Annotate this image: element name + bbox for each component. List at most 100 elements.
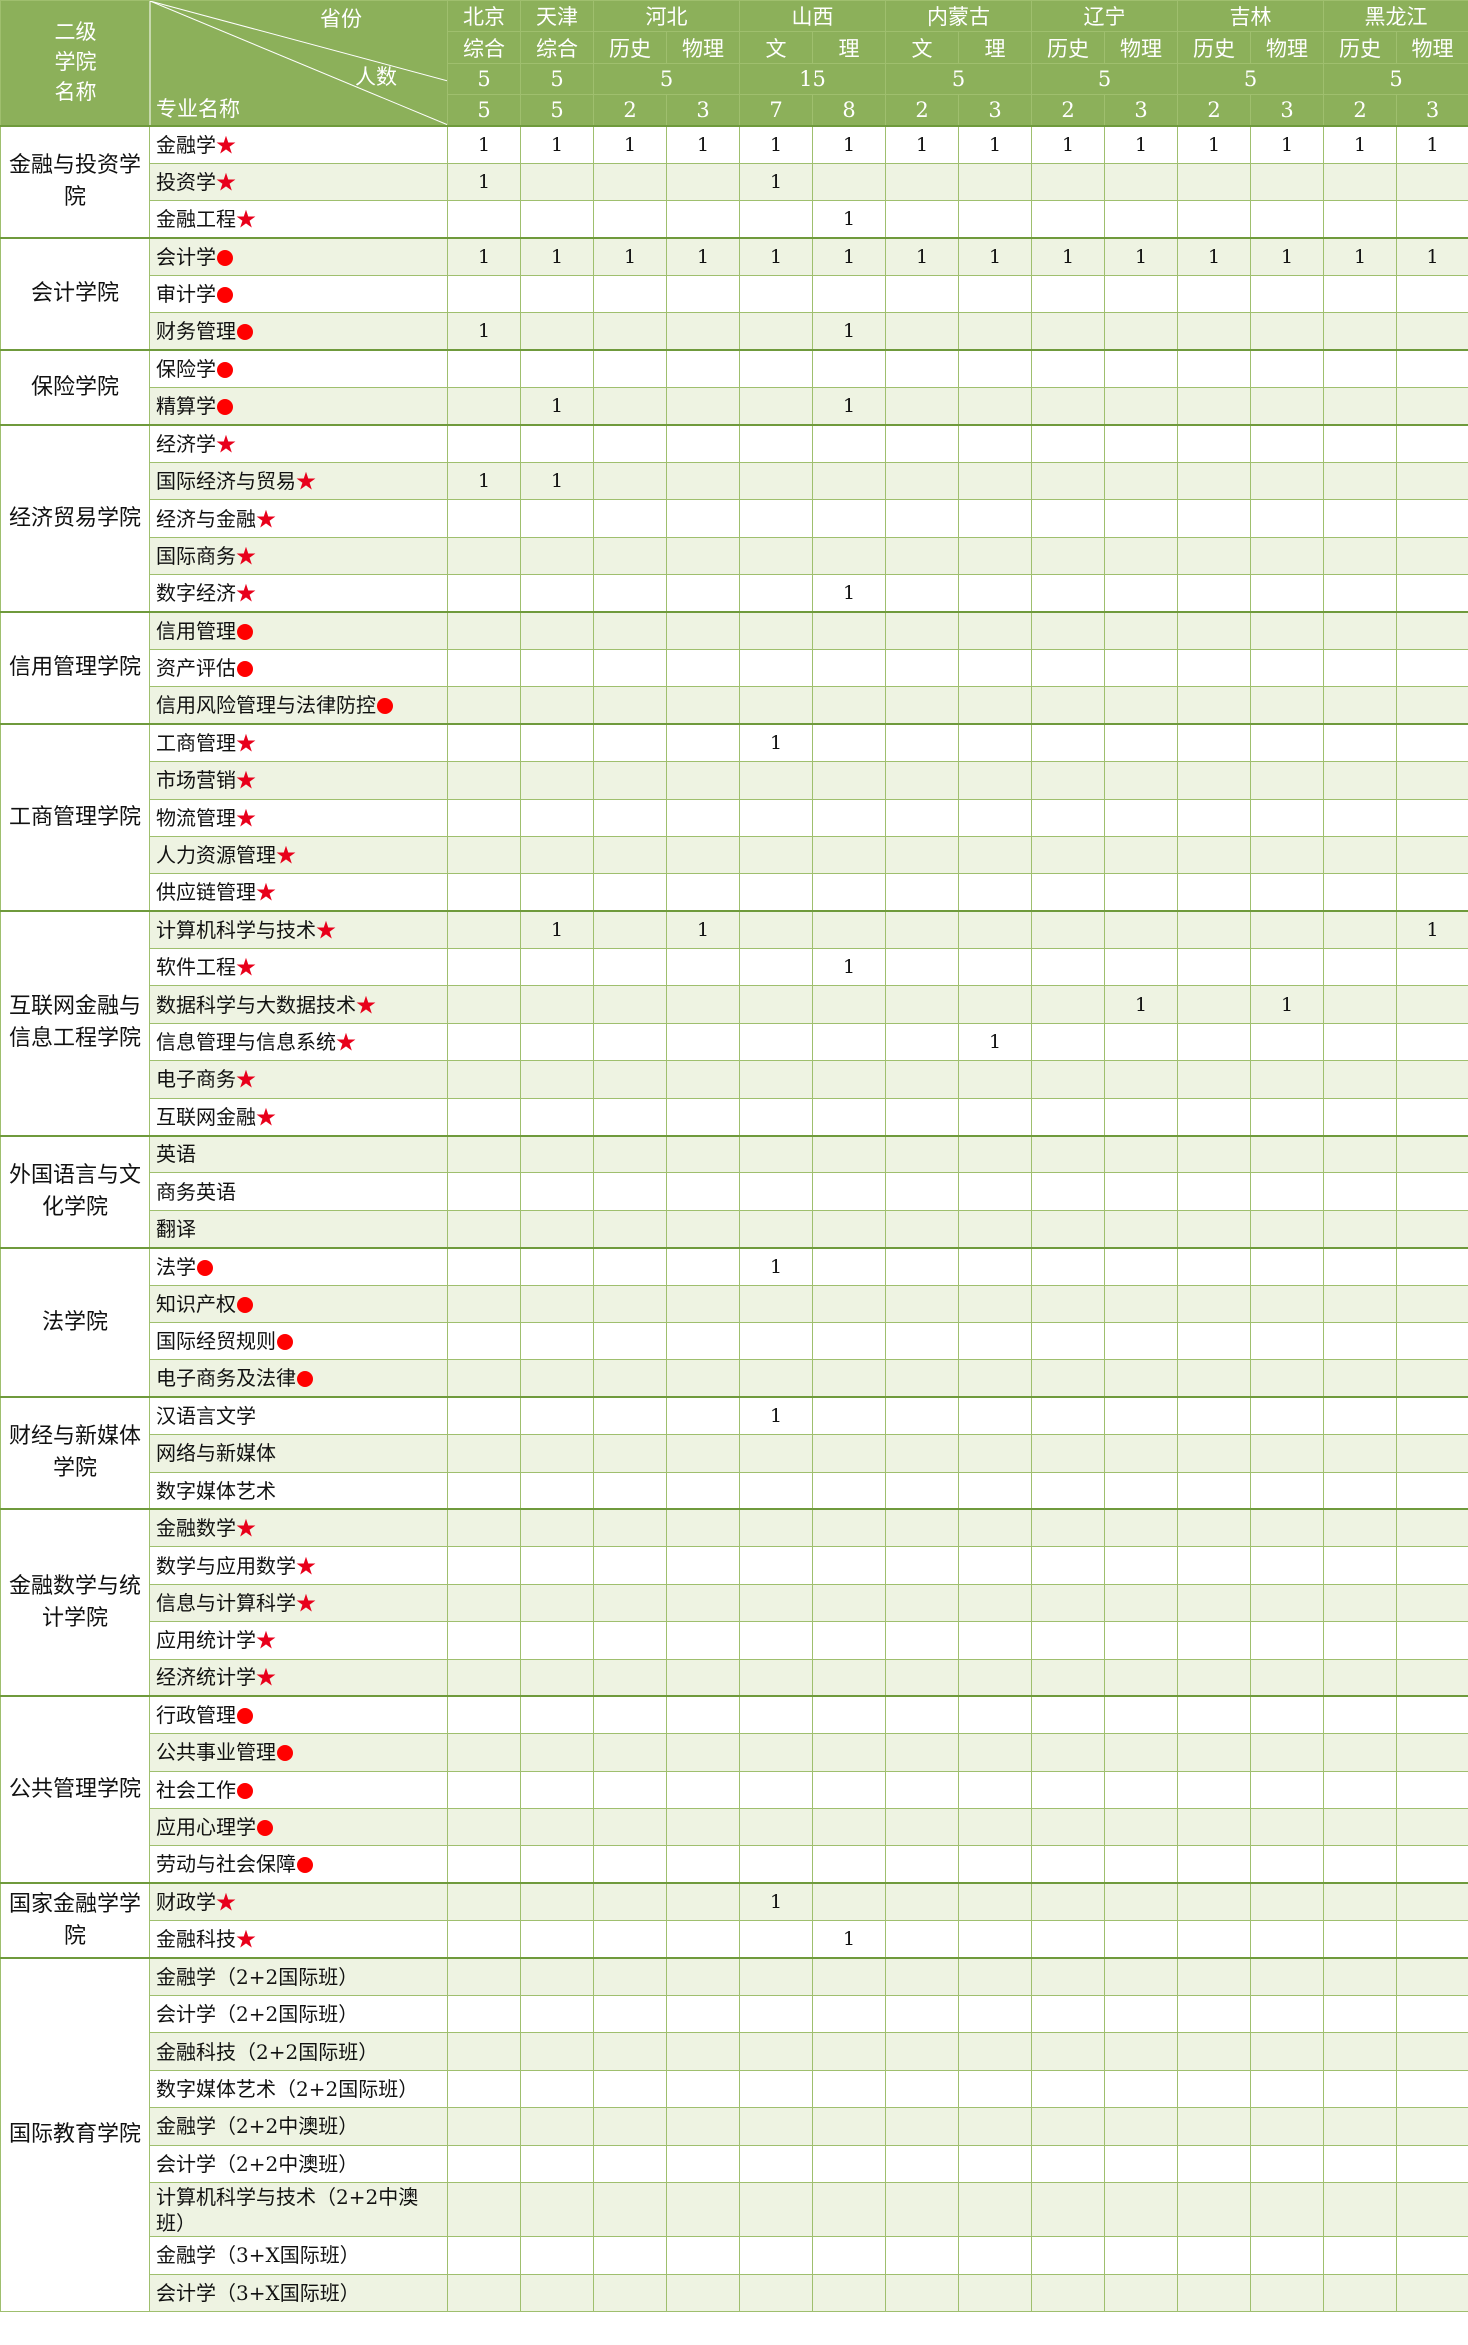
quota-cell — [666, 1434, 740, 1473]
quota-cell — [1250, 1508, 1324, 1548]
quota-cell — [593, 1770, 667, 1810]
quota-cell — [520, 1808, 594, 1847]
quota-cell — [447, 1920, 521, 1959]
quota-cell — [1104, 1546, 1178, 1585]
quota-cell — [885, 1808, 959, 1847]
quota-cell — [1031, 611, 1105, 650]
quota-cell — [1250, 1172, 1324, 1211]
quota-cell: 1 — [447, 312, 521, 351]
major-name: 商务英语 — [149, 1172, 448, 1211]
quota-cell — [1031, 648, 1105, 688]
quota-cell — [1104, 2181, 1178, 2238]
stream-header: 理 — [812, 31, 886, 64]
quota-cell — [447, 1022, 521, 1062]
quota-cell — [1177, 462, 1251, 501]
quota-cell — [520, 873, 594, 912]
quota-cell — [1396, 1995, 1468, 2034]
quota-cell — [447, 424, 521, 464]
stream-header: 综合 — [447, 31, 521, 64]
quota-cell — [1323, 2236, 1397, 2275]
quota-cell — [1250, 1995, 1324, 2034]
major-label: 劳动与社会保障 — [156, 1852, 296, 1877]
quota-cell — [1104, 1396, 1178, 1436]
quota-cell: 1 — [1104, 985, 1178, 1024]
table-row: 外国语言与文化学院 英语 — [0, 1134, 1468, 1249]
quota-cell — [1104, 1808, 1178, 1847]
star-icon: ★ — [236, 581, 256, 606]
quota-cell — [1104, 835, 1178, 875]
quota-cell — [1031, 2273, 1105, 2312]
quota-cell — [666, 1658, 740, 1697]
quota-cell — [958, 275, 1032, 314]
quota-cell — [739, 349, 813, 389]
quota-cell — [593, 1060, 667, 1099]
quota-cell — [1031, 2069, 1105, 2109]
quota-cell — [520, 1022, 594, 1062]
major-name: 信用管理 — [149, 611, 448, 650]
quota-cell: 1 — [739, 1396, 813, 1436]
quota-cell: 1 — [739, 237, 813, 277]
quota-cell — [812, 761, 886, 800]
quota-cell — [1104, 1695, 1178, 1735]
major-label: 英语 — [156, 1142, 196, 1167]
quota-cell — [1177, 1995, 1251, 2034]
quota-cell — [885, 2069, 959, 2109]
quota-cell: 1 — [958, 124, 1032, 164]
quota-cell — [1323, 1621, 1397, 1660]
quota-cell — [520, 2273, 594, 2312]
quota-cell — [1396, 1396, 1468, 1436]
corner-count-label: 人数 — [355, 65, 397, 89]
quota-cell — [885, 1920, 959, 1959]
quota-cell — [1323, 2181, 1397, 2238]
table-row: 数字媒体艺术（2+2国际班） — [1, 2069, 1468, 2109]
red-dot-icon — [217, 362, 233, 379]
quota-cell — [958, 1209, 1032, 1249]
quota-cell — [1031, 1621, 1105, 1660]
quota-cell — [1104, 200, 1178, 239]
quota-cell — [1396, 611, 1468, 650]
quota-cell — [1031, 1770, 1105, 1810]
quota-cell — [1323, 1733, 1397, 1772]
red-dot-icon — [237, 1296, 253, 1313]
quota-cell — [1177, 1471, 1251, 1510]
quota-cell — [520, 1995, 594, 2034]
quota-cell — [1031, 574, 1105, 613]
quota-cell — [1323, 611, 1397, 650]
quota-cell — [885, 349, 959, 389]
table-row: 会计学（2+2国际班） — [1, 1995, 1468, 2034]
major-name: 电子商务★ — [149, 1060, 448, 1099]
quota-cell — [520, 1172, 594, 1211]
major-name: 电子商务及法律 — [149, 1359, 448, 1398]
quota-cell — [1396, 761, 1468, 800]
red-dot-icon — [237, 661, 253, 678]
quota-cell — [593, 387, 667, 426]
quota-cell: 1 — [739, 1882, 813, 1922]
quota-cell — [447, 2144, 521, 2183]
major-name: 工商管理★ — [149, 723, 448, 763]
quota-cell — [1250, 1808, 1324, 1847]
quota-cell — [885, 873, 959, 912]
quota-cell — [447, 2273, 521, 2312]
table-row: 数字媒体艺术 — [1, 1471, 1468, 1510]
quota-cell — [1323, 723, 1397, 763]
quota-cell — [812, 2144, 886, 2183]
college-name: 国家金融学学院 — [0, 1882, 150, 1959]
major-label: 社会工作 — [156, 1777, 236, 1802]
quota-cell — [1031, 873, 1105, 912]
major-label: 财务管理 — [156, 319, 236, 344]
quota-cell — [739, 948, 813, 987]
quota-cell — [812, 1621, 886, 1660]
quota-cell — [593, 1246, 667, 1286]
quota-cell — [885, 574, 959, 613]
quota-cell — [1396, 275, 1468, 314]
quota-cell — [1104, 1471, 1178, 1510]
table-row: 金融学（2+2中澳班） — [1, 2107, 1468, 2146]
quota-cell — [1396, 1957, 1468, 1997]
quota-cell — [1396, 1246, 1468, 1286]
quota-cell — [812, 1957, 886, 1997]
quota-cell — [447, 1396, 521, 1436]
quota-cell — [1031, 200, 1105, 239]
quota-cell — [958, 1733, 1032, 1772]
major-label: 软件工程 — [156, 955, 236, 980]
quota-cell — [1250, 873, 1324, 912]
